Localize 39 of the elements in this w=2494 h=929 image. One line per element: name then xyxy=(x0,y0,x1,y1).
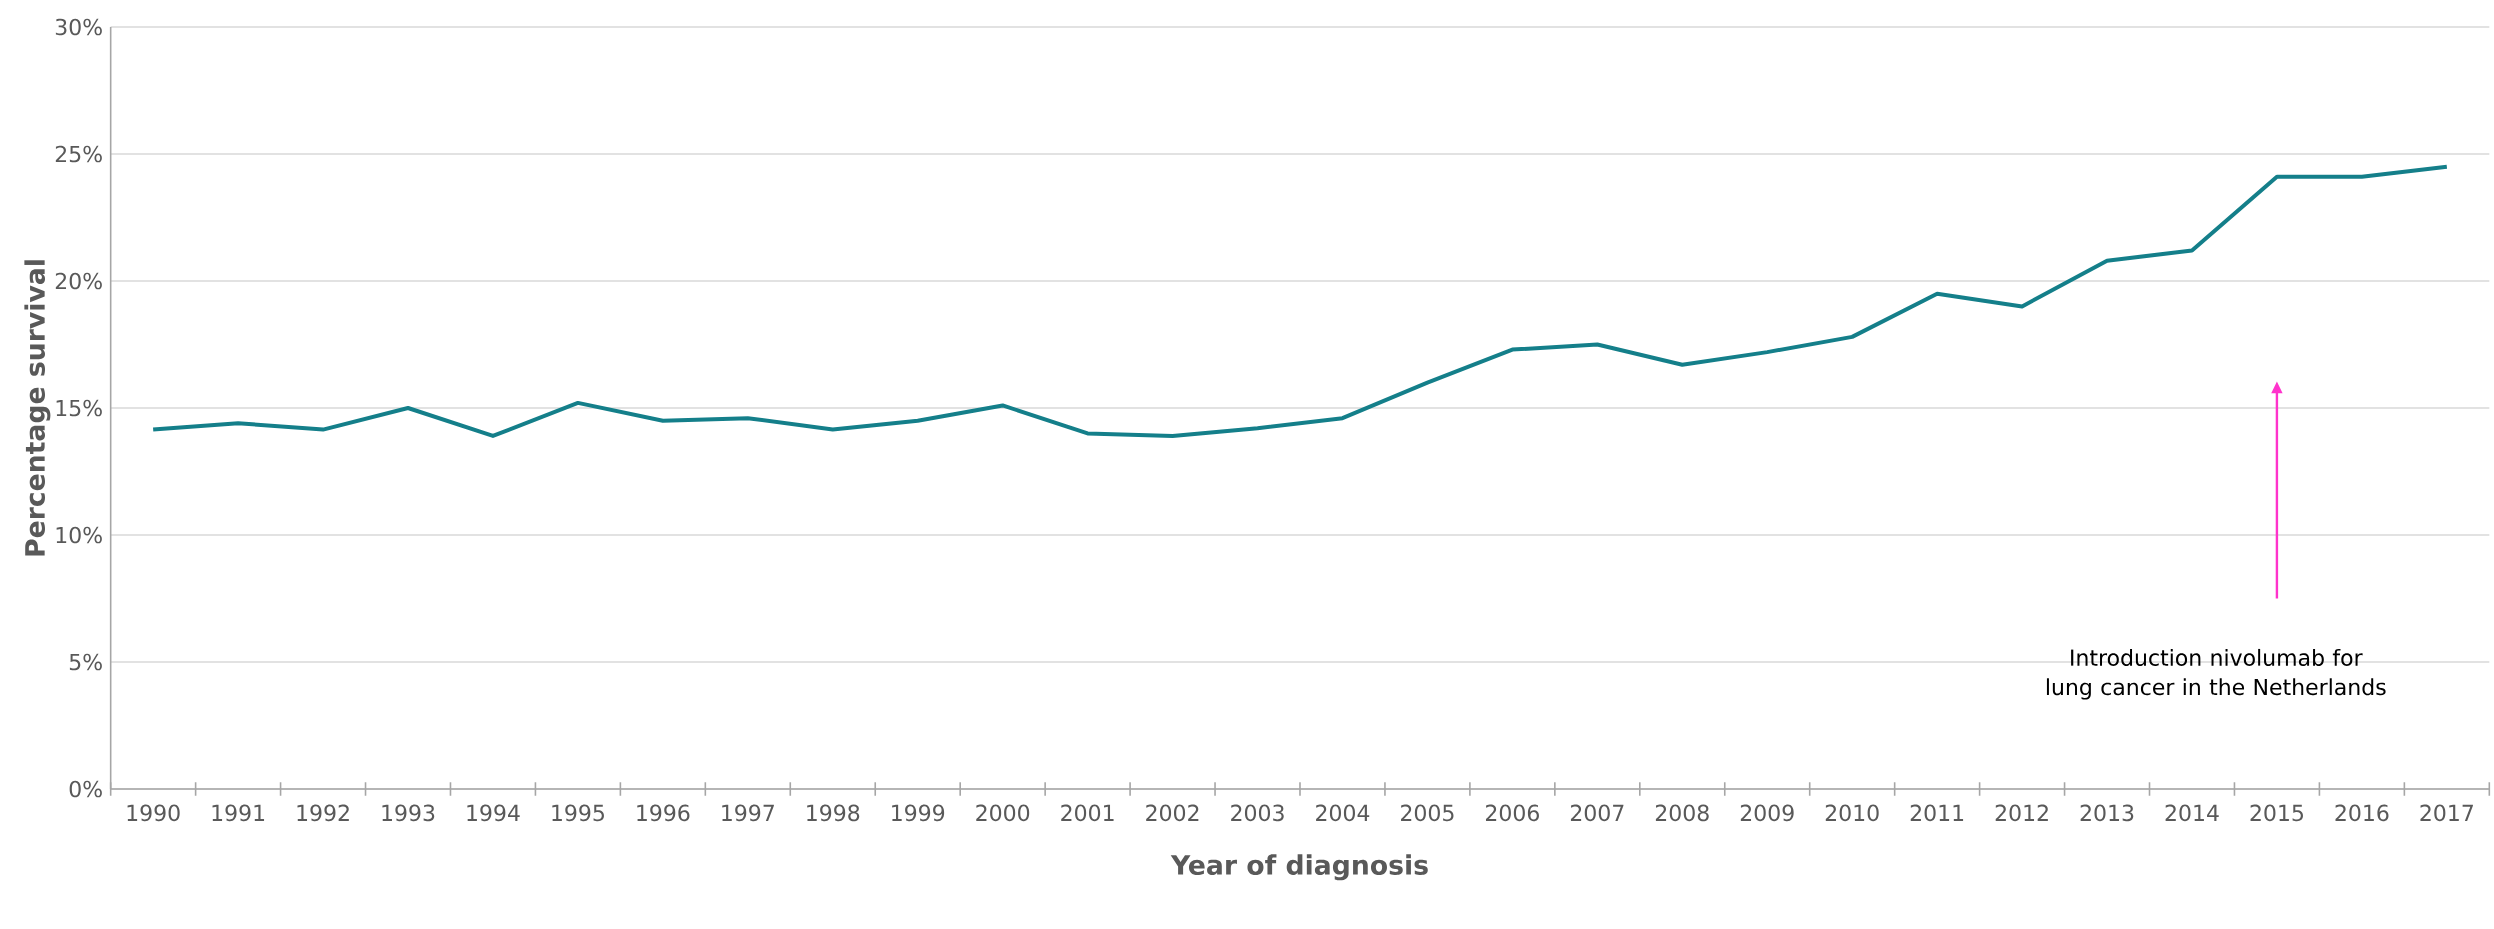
x-tick-label: 1996 xyxy=(637,804,690,822)
x-axis-title: Year of diagnosis xyxy=(1170,854,1428,881)
x-tick-label: 2000 xyxy=(976,804,1030,822)
x-tick-label: 1998 xyxy=(807,804,860,822)
x-tick-label: 2016 xyxy=(2335,804,2389,822)
x-tick-label: 2009 xyxy=(1740,804,1794,822)
y-tick-label: 5% xyxy=(69,653,102,671)
x-tick-label: 1992 xyxy=(297,804,349,822)
x-tick-label: 2004 xyxy=(1316,804,1370,822)
x-tick-label: 2008 xyxy=(1655,804,1709,822)
y-axis-title: Percentage survival xyxy=(24,260,51,556)
y-tick-label: 25% xyxy=(55,145,102,163)
line-series xyxy=(151,164,2449,438)
y-tick-label: 10% xyxy=(56,526,102,544)
x-tick-label: 2002 xyxy=(1146,804,1199,822)
x-tick-label: 2007 xyxy=(1570,804,1624,822)
y-tick-label: 0% xyxy=(69,780,102,798)
x-tick-label: 2006 xyxy=(1485,804,1539,822)
y-tick-label: 20% xyxy=(55,272,102,290)
x-tick-label: 1994 xyxy=(467,804,520,822)
y-tick-label: 30% xyxy=(55,18,102,36)
x-tick-label: 2013 xyxy=(2080,804,2134,822)
y-tick-label: 15% xyxy=(56,399,102,417)
x-tick-label: 1993 xyxy=(382,804,435,822)
x-tick-label: 1991 xyxy=(212,804,265,822)
x-tick-label: 1997 xyxy=(722,804,774,822)
x-tick-label: 2011 xyxy=(1910,804,1964,822)
x-tick-label: 2005 xyxy=(1401,804,1454,822)
x-tick-label: 2001 xyxy=(1061,804,1114,822)
x-tick-label: 2015 xyxy=(2250,804,2303,822)
x-tick-label: 2012 xyxy=(1995,804,2048,822)
x-tick-label: 1995 xyxy=(552,804,604,822)
x-tick-label: 1990 xyxy=(127,804,180,822)
x-tick-label: 2014 xyxy=(2165,804,2219,822)
x-tick-label: 2010 xyxy=(1825,804,1879,822)
annotation: Introduction nivolumab for lung cancer in the Netherlands xyxy=(2046,648,2386,700)
x-tick-label: 1999 xyxy=(892,804,945,822)
x-tick-label: 2003 xyxy=(1231,804,1284,822)
x-tick-label: 2017 xyxy=(2420,804,2473,822)
